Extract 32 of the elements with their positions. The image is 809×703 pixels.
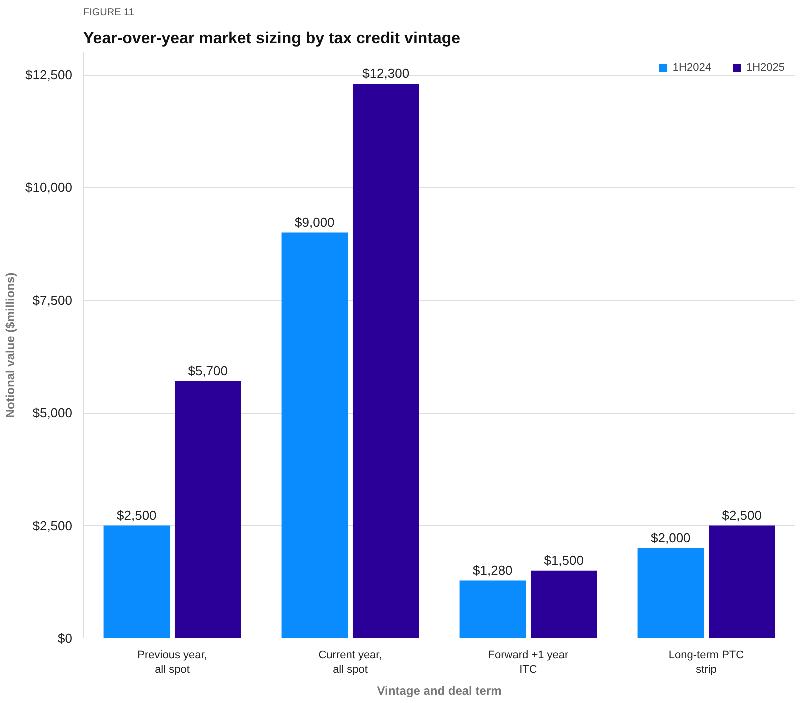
bar	[530, 570, 598, 638]
legend-label: 1H2024	[672, 62, 712, 74]
data-label: $12,300	[362, 66, 410, 82]
bar	[638, 548, 704, 638]
x-tick-label: Long-term PTC strip	[668, 650, 744, 676]
bar	[104, 526, 170, 638]
bar	[174, 382, 242, 638]
chart-subtitle: FIGURE 11	[84, 8, 135, 18]
bar	[282, 232, 348, 638]
data-label: $5,700	[188, 364, 228, 379]
x-axis-title: Vintage and deal term	[377, 684, 502, 698]
data-label: $2,000	[651, 530, 691, 546]
bar	[708, 526, 776, 638]
y-tick-label: $10,000	[26, 180, 73, 196]
data-label: $9,000	[295, 214, 335, 230]
y-tick-label: $5,000	[32, 406, 73, 421]
x-tick-label: Previous year, all spot	[138, 650, 208, 676]
data-label: $2,500	[117, 508, 157, 523]
x-tick-label: Current year, all spot	[318, 650, 382, 676]
y-tick-label: $7,500	[32, 292, 73, 308]
data-label: $1,280	[473, 562, 513, 578]
y-tick-label: $0	[58, 631, 73, 646]
y-axis-title: Notional value ($millions)	[4, 272, 18, 418]
y-tick-label: $2,500	[32, 518, 73, 534]
data-label: $1,500	[544, 552, 584, 568]
legend-label: 1H2025	[746, 62, 785, 74]
x-tick-label: Forward +1 year ITC	[488, 650, 570, 676]
bar	[352, 84, 420, 638]
chart-title: Year-over-year market sizing by tax credit vintage	[84, 30, 461, 48]
data-label: $2,500	[722, 508, 762, 523]
bar	[460, 580, 526, 638]
y-tick-label: $12,500	[26, 68, 73, 83]
